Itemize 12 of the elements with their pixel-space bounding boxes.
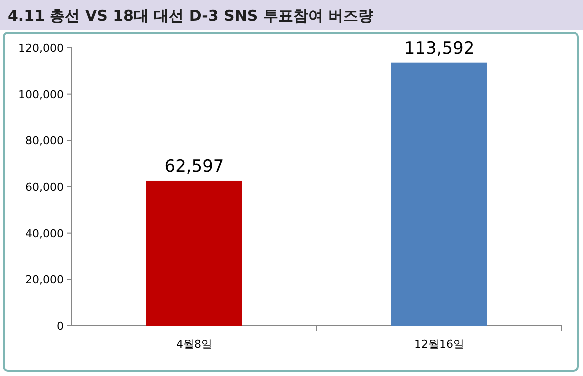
- chart-title: 4.11 총선 VS 18대 대선 D-3 SNS 투표참여 버즈량: [8, 7, 374, 25]
- y-tick-label: 120,000: [18, 42, 64, 55]
- x-tick-label: 12월16일: [414, 338, 464, 351]
- y-tick-label: 20,000: [26, 274, 64, 287]
- y-tick-label: 100,000: [18, 88, 64, 102]
- y-tick-label: 80,000: [26, 134, 64, 148]
- y-tick-label: 0: [57, 320, 64, 333]
- x-tick-label: 4월8일: [176, 338, 212, 351]
- data-label: 62,597: [164, 156, 224, 177]
- y-tick-label: 40,000: [26, 227, 64, 240]
- data-label: 113,592: [404, 38, 475, 59]
- y-tick-label: 60,000: [26, 181, 64, 194]
